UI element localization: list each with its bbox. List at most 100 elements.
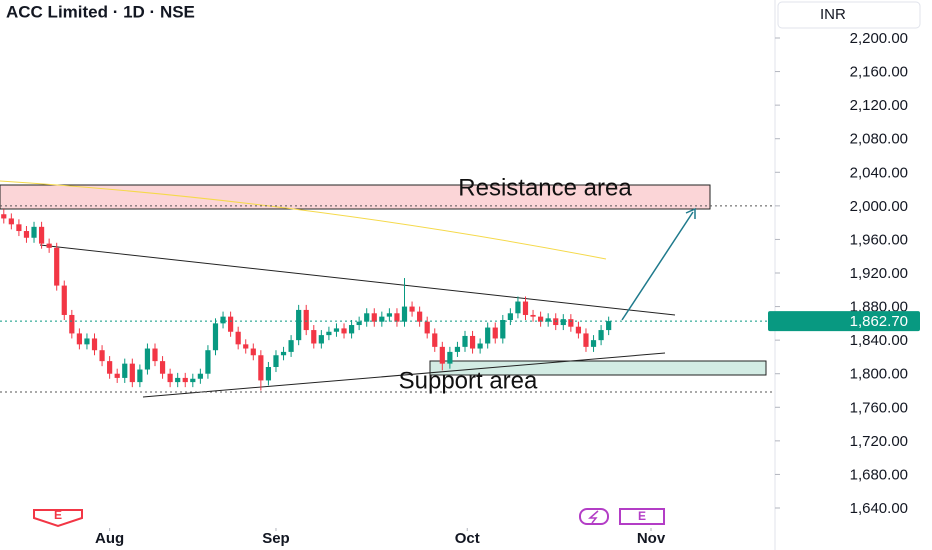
candle-body xyxy=(23,231,30,238)
event-badge-2[interactable] xyxy=(619,508,665,525)
candle-body xyxy=(220,316,226,324)
candle-body xyxy=(137,369,143,383)
candle-body xyxy=(424,321,430,334)
candle-body xyxy=(250,348,256,356)
lower-trendline xyxy=(142,352,666,398)
candle-body xyxy=(386,313,392,317)
candle-body xyxy=(258,355,264,381)
candle-body xyxy=(273,355,279,367)
candle-body xyxy=(69,314,75,334)
candle-body xyxy=(175,377,181,383)
currency-box[interactable] xyxy=(777,1,921,29)
x-tick-label: Nov xyxy=(637,530,666,547)
candle-body xyxy=(409,306,415,312)
moving-average xyxy=(0,180,607,260)
candle-body xyxy=(326,331,332,336)
candle-body xyxy=(507,313,513,320)
candle-body xyxy=(122,363,128,378)
candle-body xyxy=(182,377,188,383)
x-tick-label: Oct xyxy=(455,530,480,547)
candle-body xyxy=(606,321,612,331)
y-tick-label: 1,640.00 xyxy=(850,500,908,517)
candle-body xyxy=(538,316,544,322)
resistance-zone xyxy=(0,184,711,210)
last-price-label: 1,862.70 xyxy=(850,313,908,330)
candle-body xyxy=(16,224,22,232)
candle-body xyxy=(205,350,211,374)
candle-body xyxy=(500,320,506,339)
candle-body xyxy=(485,327,491,344)
candle-body xyxy=(46,243,52,248)
y-tick-label: 2,160.00 xyxy=(850,64,908,81)
candle-body xyxy=(31,226,37,238)
candle-body xyxy=(590,340,597,347)
candle-body xyxy=(91,338,98,351)
target-arrow xyxy=(621,211,694,321)
candle-body xyxy=(598,330,604,341)
y-tick-label: 1,800.00 xyxy=(850,366,908,383)
event-text-2[interactable]: E xyxy=(638,509,646,523)
bolt-icon xyxy=(588,510,599,524)
candle-body xyxy=(152,348,158,362)
candle-body xyxy=(212,323,219,351)
y-tick-label: 1,720.00 xyxy=(850,433,908,450)
candle-body xyxy=(545,318,551,322)
candle-body xyxy=(197,373,203,379)
upper-trendline xyxy=(39,244,676,316)
candle-body xyxy=(228,316,234,332)
resistance-label: Resistance area xyxy=(458,174,632,201)
x-tick-label: Aug xyxy=(95,530,124,547)
x-tick-label: Sep xyxy=(262,530,290,547)
y-tick-label: 2,120.00 xyxy=(850,97,908,114)
event-badge[interactable] xyxy=(33,509,83,528)
candle-body xyxy=(492,327,498,339)
candle-body xyxy=(280,351,287,356)
currency[interactable]: INR xyxy=(820,6,846,23)
candle-body xyxy=(583,333,589,347)
candle-body xyxy=(348,325,355,334)
candle-body xyxy=(371,313,377,322)
candle-body xyxy=(107,361,113,374)
candle-body xyxy=(568,319,574,327)
candle-body xyxy=(296,309,302,341)
candle-body xyxy=(530,314,536,317)
arrow-head xyxy=(685,207,696,219)
candle-body xyxy=(432,333,438,347)
chart-title: ACC Limited · 1D · NSE xyxy=(6,2,195,21)
candle-body xyxy=(394,313,400,322)
candle-body xyxy=(356,321,362,326)
candle-body xyxy=(303,309,309,331)
last-price-tag xyxy=(768,311,920,332)
candle-body xyxy=(333,328,340,332)
candle-body xyxy=(54,247,60,286)
candle-body xyxy=(144,348,151,370)
candle-body xyxy=(462,335,468,347)
candle-body xyxy=(311,330,317,344)
candle-body xyxy=(129,363,135,383)
y-tick-label: 2,200.00 xyxy=(850,30,908,47)
candle-body xyxy=(61,285,67,315)
y-tick-label: 2,000.00 xyxy=(850,198,908,215)
candle-body xyxy=(379,316,385,322)
candle-body xyxy=(364,313,370,322)
candle-body xyxy=(159,361,166,374)
dividend-badge[interactable] xyxy=(579,508,609,525)
candle-body xyxy=(1,214,7,219)
candle-body xyxy=(243,344,249,349)
y-tick-label: 1,920.00 xyxy=(850,265,908,282)
candle-body xyxy=(8,218,14,225)
candle-body xyxy=(439,346,445,364)
candle-body xyxy=(417,311,423,322)
candle-body xyxy=(84,338,90,345)
candle-body xyxy=(341,328,347,334)
event-text[interactable]: E xyxy=(54,508,62,522)
candle-body xyxy=(167,373,173,383)
candle-body xyxy=(553,318,559,326)
candle-body xyxy=(575,326,582,334)
candle-body xyxy=(99,350,105,362)
y-tick-label: 1,760.00 xyxy=(850,399,908,416)
candle-body xyxy=(114,373,120,378)
candle-body xyxy=(401,306,408,322)
